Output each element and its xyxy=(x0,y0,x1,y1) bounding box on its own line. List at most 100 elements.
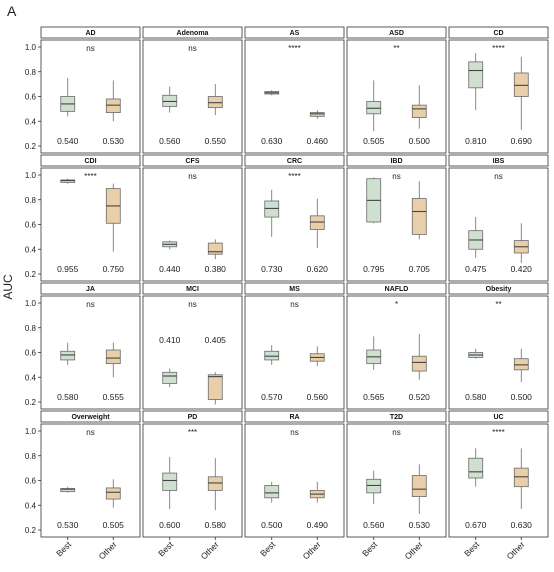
plot-frame xyxy=(40,167,141,282)
box-best xyxy=(60,178,76,184)
y-tick-label: 0.8 xyxy=(25,324,37,333)
x-tick-label: Other xyxy=(505,539,527,561)
significance-label: ns xyxy=(392,172,400,181)
significance-label: **** xyxy=(84,172,96,181)
box-iqr xyxy=(264,485,280,499)
plot-frame xyxy=(244,39,345,154)
x-tick-label: Best xyxy=(360,539,380,559)
box-iqr xyxy=(411,475,427,497)
facet-strip xyxy=(142,26,243,39)
plot-frame xyxy=(142,295,243,410)
significance-label: ns xyxy=(188,44,196,53)
plot-frame xyxy=(40,423,141,538)
box-other xyxy=(411,85,427,129)
significance-label: * xyxy=(395,300,398,309)
facet-panel-ra: RA ns 0.500 0.490 Best Other xyxy=(244,410,345,561)
median-value-label: 0.600 xyxy=(159,520,181,530)
box-other xyxy=(513,223,529,263)
significance-label: *** xyxy=(188,428,197,437)
box-best xyxy=(162,86,178,113)
box-other xyxy=(411,464,427,514)
facet-panel-ja: JA ns 0.580 0.555 0.2 0.4 0.6 0.8 1.0 xyxy=(25,282,141,410)
median-value-label: 0.500 xyxy=(511,392,533,402)
significance-label: ns xyxy=(188,172,196,181)
y-tick-label: 0.4 xyxy=(25,245,37,254)
box-iqr xyxy=(60,179,76,183)
median-value-label: 0.520 xyxy=(409,392,431,402)
median-value-label: 0.555 xyxy=(103,392,125,402)
median-value-label: 0.750 xyxy=(103,264,125,274)
facet-title: IBS xyxy=(493,158,505,165)
facet-panel-cfs: CFS ns 0.440 0.380 xyxy=(142,154,243,282)
box-other xyxy=(411,333,427,380)
median-value-label: 0.810 xyxy=(465,136,487,146)
box-other xyxy=(513,448,529,509)
median-value-label: 0.560 xyxy=(363,520,385,530)
box-best xyxy=(162,368,178,388)
median-value-label: 0.670 xyxy=(465,520,487,530)
box-iqr xyxy=(60,350,76,361)
panel-label: A xyxy=(7,3,17,19)
facet-title: T2D xyxy=(390,414,403,421)
y-tick-label: 0.8 xyxy=(25,452,37,461)
facet-strip xyxy=(40,410,141,423)
box-iqr xyxy=(207,374,223,400)
y-tick-label: 0.2 xyxy=(25,526,37,535)
median-value-label: 0.500 xyxy=(409,136,431,146)
median-value-label: 0.460 xyxy=(307,136,329,146)
median-value-label: 0.630 xyxy=(261,136,283,146)
median-value-label: 0.560 xyxy=(159,136,181,146)
box-other xyxy=(309,110,325,119)
y-axis-label: AUC xyxy=(1,274,15,300)
facet-title: Obesity xyxy=(486,286,512,293)
box-other xyxy=(309,198,325,249)
significance-label: **** xyxy=(288,44,300,53)
box-iqr xyxy=(309,215,325,230)
x-tick-label: Best xyxy=(462,539,482,559)
facet-title: AS xyxy=(290,30,300,37)
y-tick-label: 0.2 xyxy=(25,142,37,151)
plot-frame xyxy=(448,39,549,154)
significance-label: **** xyxy=(288,172,300,181)
median-value-label: 0.795 xyxy=(363,264,385,274)
significance-label: ns xyxy=(290,428,298,437)
box-iqr xyxy=(207,476,223,491)
y-tick-label: 1.0 xyxy=(25,427,37,436)
facet-title: RA xyxy=(289,414,299,421)
facet-title: Overweight xyxy=(71,414,110,421)
median-value-label: 0.580 xyxy=(205,520,227,530)
box-best xyxy=(468,53,484,111)
median-value-label: 0.955 xyxy=(57,264,79,274)
plot-frame xyxy=(448,167,549,282)
box-iqr xyxy=(207,96,223,109)
box-best xyxy=(264,90,280,96)
box-best xyxy=(468,217,484,258)
facet-strip xyxy=(346,410,447,423)
plot-frame xyxy=(142,39,243,154)
facet-panel-asd: ASD ** 0.505 0.500 xyxy=(346,26,447,154)
median-value-label: 0.730 xyxy=(261,264,283,274)
median-value-label: 0.530 xyxy=(409,520,431,530)
box-other xyxy=(207,458,223,511)
facet-panel-cd: CD **** 0.810 0.690 xyxy=(448,26,549,154)
y-tick-label: 0.2 xyxy=(25,398,37,407)
facet-strip xyxy=(40,282,141,295)
facet-title: CDI xyxy=(84,158,96,165)
y-tick-label: 0.6 xyxy=(25,477,37,486)
significance-label: ** xyxy=(393,44,399,53)
median-value-label: 0.420 xyxy=(511,264,533,274)
facet-strip xyxy=(244,154,345,167)
box-iqr xyxy=(513,72,529,97)
facet-strip xyxy=(346,282,447,295)
box-best xyxy=(366,470,382,505)
facet-grid: AD ns 0.540 0.530 0.2 0.4 0.6 0.8 1.0 Adenoma ns 0.… xyxy=(25,26,549,561)
plot-frame xyxy=(346,295,447,410)
facet-panel-ibs: IBS ns 0.475 0.420 xyxy=(448,154,549,282)
facet-panel-adenoma: Adenoma ns 0.560 0.550 xyxy=(142,26,243,154)
plot-frame xyxy=(346,167,447,282)
box-iqr xyxy=(366,101,382,115)
median-value-label: 0.505 xyxy=(363,136,385,146)
x-tick-label: Other xyxy=(301,539,323,561)
median-value-label: 0.565 xyxy=(363,392,385,402)
